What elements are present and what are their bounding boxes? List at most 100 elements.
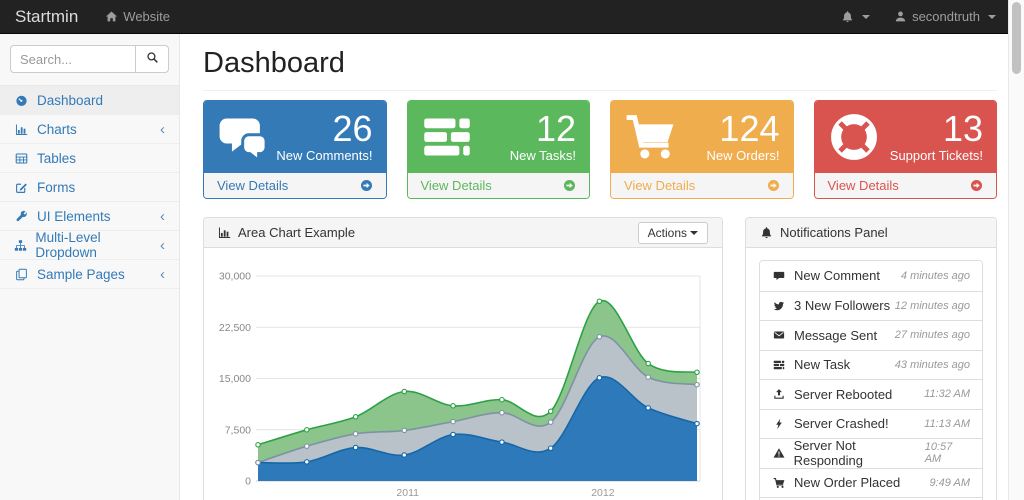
notification-item-partial <box>760 497 982 500</box>
wrench-icon <box>14 210 29 223</box>
sidebar-item-dashboard[interactable]: Dashboard <box>0 86 179 115</box>
search-icon <box>146 51 159 67</box>
area-chart: 0 7,500 15,000 22,500 30,000 2011 2012 <box>204 248 722 500</box>
view-details-link[interactable]: View Details <box>814 172 996 198</box>
home-icon <box>105 10 118 23</box>
chevron-down-icon <box>690 230 698 235</box>
cart-icon <box>772 477 786 489</box>
main-content: Dashboard 26 New Comments! View Details 12 N… <box>180 34 1008 500</box>
stat-value: 124 <box>719 107 780 149</box>
search-button[interactable] <box>135 45 169 73</box>
bar-chart-icon <box>218 226 231 239</box>
top-navbar: Startmin Website secondtruth <box>0 0 1008 34</box>
area-chart-svg: 0 7,500 15,000 22,500 30,000 2011 2012 <box>219 271 701 499</box>
angle-left-icon: ‹ <box>160 265 165 283</box>
view-details-link[interactable]: View Details <box>611 172 793 198</box>
search-input[interactable] <box>10 45 135 73</box>
notification-label: Message Sent <box>794 327 878 343</box>
notification-time: 43 minutes ago <box>894 358 970 371</box>
cart-icon <box>624 111 676 163</box>
view-details-link[interactable]: View Details <box>204 172 386 198</box>
sidebar-item-sample-pages[interactable]: Sample Pages ‹ <box>0 260 179 289</box>
notifications-panel: Notifications Panel New Comment 4 minutes… <box>745 217 997 500</box>
view-details-label: View Details <box>420 178 492 193</box>
page-title: Dashboard <box>203 47 997 91</box>
life-ring-icon <box>828 111 880 163</box>
sidebar-item-multi-level-dropdown[interactable]: Multi-Level Dropdown ‹ <box>0 230 179 260</box>
notification-label: Server Rebooted <box>794 386 893 402</box>
stat-label: New Comments! <box>276 147 373 163</box>
brand-logo[interactable]: Startmin <box>15 6 79 26</box>
sidebar-item-label: Multi-Level Dropdown <box>35 230 101 260</box>
upload-icon <box>772 388 786 400</box>
notification-label: New Comment <box>794 268 880 284</box>
svg-text:15,000: 15,000 <box>219 373 251 385</box>
notification-item-new-task[interactable]: New Task 43 minutes ago <box>760 349 982 379</box>
stat-label: Support Tickets! <box>889 147 983 163</box>
sidebar-item-charts[interactable]: Charts ‹ <box>0 115 179 144</box>
view-details-label: View Details <box>827 178 899 193</box>
sitemap-icon <box>14 239 27 252</box>
svg-text:0: 0 <box>245 476 251 488</box>
sidebar-search <box>0 34 179 85</box>
svg-text:7,500: 7,500 <box>225 424 251 436</box>
alerts-dropdown[interactable] <box>829 0 882 34</box>
scrollbar-thumb[interactable] <box>1012 2 1021 74</box>
area-chart-title: Area Chart Example <box>238 225 356 240</box>
sidebar-item-label: Dashboard <box>37 92 104 108</box>
notification-item-server-not-responding[interactable]: Server Not Responding 10:57 AM <box>760 438 982 468</box>
notifications-list: New Comment 4 minutes ago 3 New Followers 1… <box>759 260 983 500</box>
notification-label: 3 New Followers <box>794 298 891 314</box>
stat-value: 13 <box>942 107 983 149</box>
bolt-icon <box>772 418 786 430</box>
stat-value: 12 <box>535 107 576 149</box>
arrow-circle-right-icon <box>360 179 373 192</box>
view-details-label: View Details <box>624 178 696 193</box>
user-dropdown[interactable]: secondtruth <box>882 0 1008 34</box>
notification-item-new-comment[interactable]: New Comment 4 minutes ago <box>760 261 982 291</box>
notification-label: Server Crashed! <box>794 416 889 432</box>
area-chart-panel: Area Chart Example Actions 0 7,500 15,000 2… <box>203 217 723 500</box>
stat-panel-new-tasks: 12 New Tasks! View Details <box>406 100 590 199</box>
notification-item-message-sent[interactable]: Message Sent 27 minutes ago <box>760 320 982 350</box>
notification-item-server-rebooted[interactable]: Server Rebooted 11:32 AM <box>760 379 982 409</box>
notification-time: 12 minutes ago <box>894 299 970 312</box>
notification-item-3-new-followers[interactable]: 3 New Followers 12 minutes ago <box>760 290 982 320</box>
notification-time: 9:49 AM <box>929 476 970 489</box>
stat-panel-new-comments: 26 New Comments! View Details <box>203 100 387 199</box>
stat-value: 26 <box>332 107 373 149</box>
notification-time: 10:57 AM <box>924 441 953 466</box>
nav-item-website[interactable]: Website <box>93 0 182 34</box>
notification-item-server-crashed[interactable]: Server Crashed! 11:13 AM <box>760 408 982 438</box>
chevron-down-icon <box>862 14 871 19</box>
bell-icon <box>760 226 773 239</box>
view-details-label: View Details <box>217 178 289 193</box>
stat-panel-support-tickets: 13 Support Tickets! View Details <box>813 100 997 199</box>
comment-icon <box>772 270 786 282</box>
svg-text:2011: 2011 <box>396 487 419 499</box>
dashboard-icon <box>14 94 29 107</box>
table-icon <box>14 152 29 165</box>
sidebar-item-label: Sample Pages <box>37 266 125 282</box>
sidebar-item-ui-elements[interactable]: UI Elements ‹ <box>0 202 179 231</box>
vertical-scrollbar[interactable] <box>1008 0 1024 500</box>
warning-icon <box>772 447 786 459</box>
arrow-circle-right-icon <box>970 179 983 192</box>
notifications-title: Notifications Panel <box>780 225 888 240</box>
sidebar-item-label: Charts <box>37 121 77 137</box>
notification-item-new-order-placed[interactable]: New Order Placed 9:49 AM <box>760 467 982 497</box>
comments-icon <box>217 111 269 163</box>
sidebar-item-label: Forms <box>37 179 76 195</box>
svg-text:2012: 2012 <box>591 487 615 499</box>
tasks-icon <box>421 111 473 163</box>
svg-text:30,000: 30,000 <box>219 271 251 283</box>
bar-chart-icon <box>14 123 29 136</box>
angle-left-icon: ‹ <box>160 120 165 138</box>
sidebar-item-forms[interactable]: Forms <box>0 173 179 202</box>
sidebar-item-label: UI Elements <box>37 208 111 224</box>
sidebar-item-tables[interactable]: Tables <box>0 144 179 173</box>
actions-button[interactable]: Actions <box>637 221 708 244</box>
view-details-link[interactable]: View Details <box>407 172 589 198</box>
notification-time: 11:13 AM <box>924 417 970 430</box>
